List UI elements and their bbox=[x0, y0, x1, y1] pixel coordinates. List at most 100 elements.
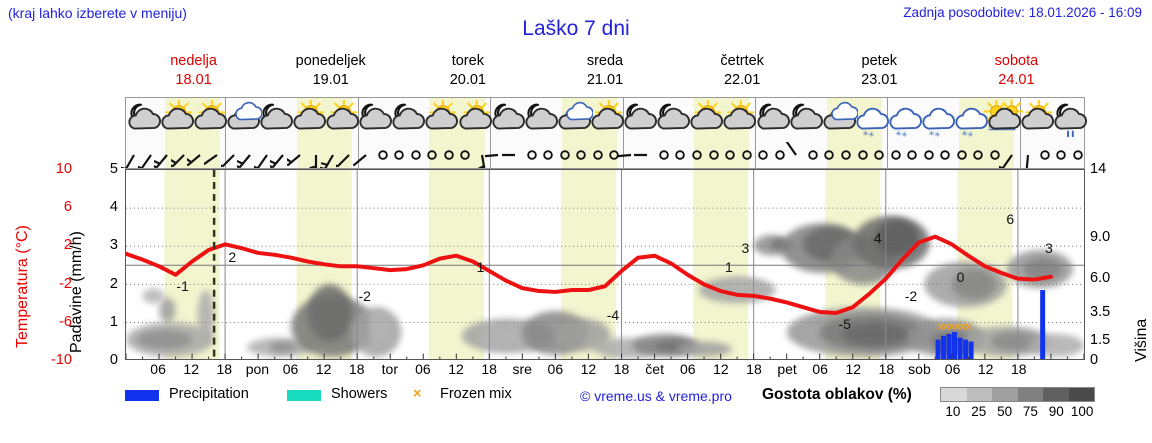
time-tick-label: 18 bbox=[878, 361, 895, 377]
wind-calm-icon bbox=[512, 141, 552, 169]
temperature-tick: -2 bbox=[59, 275, 72, 292]
cloud-density-value: 75 bbox=[1022, 404, 1038, 419]
wind-calm-icon bbox=[1025, 141, 1065, 169]
cloud-density-scale-values: 10 25 50 75 90 100 bbox=[925, 404, 1110, 422]
wind-calm-icon bbox=[561, 141, 601, 169]
wind-calm-icon bbox=[876, 141, 916, 169]
time-tick-label: 18 bbox=[613, 361, 630, 377]
wind-barb-icon bbox=[230, 141, 270, 169]
wind-barb-row bbox=[121, 141, 1085, 169]
chart-legend: Precipitation Showers × Frozen mix © vre… bbox=[125, 386, 1152, 424]
copyright-link[interactable]: © vreme.us & vreme.pro bbox=[580, 388, 732, 404]
location-hint-text: (kraj lahko izberete v meniju) bbox=[8, 5, 187, 21]
temperature-point-label: -2 bbox=[358, 287, 371, 304]
last-updated-text: Zadnja posodobitev: 18.01.2026 - 16:09 bbox=[903, 5, 1142, 20]
wind-barb-icon bbox=[214, 141, 254, 169]
time-tick-label: 06 bbox=[150, 361, 166, 377]
wind-barb-icon bbox=[131, 141, 171, 169]
day-header-torek: torek 20.01 bbox=[399, 52, 536, 94]
moon-cloud-icon bbox=[255, 100, 295, 140]
time-tick-label: 18 bbox=[746, 361, 762, 377]
day-header-petek: petek 23.01 bbox=[811, 52, 948, 94]
precipitation-tick: 2 bbox=[109, 275, 118, 292]
temperature-point-label: 1 bbox=[476, 258, 485, 275]
sun-cloud-icon bbox=[156, 98, 196, 140]
time-tick-label: 12 bbox=[845, 361, 862, 377]
svg-text:✳: ✳ bbox=[901, 130, 907, 139]
wind-calm-icon bbox=[578, 141, 618, 169]
temperature-point-label: 4 bbox=[873, 230, 882, 247]
temperature-tick: 10 bbox=[55, 161, 72, 177]
temperature-point-label: -1 bbox=[176, 278, 189, 295]
time-tick-label: sob bbox=[908, 361, 931, 377]
daylight-band bbox=[164, 141, 220, 168]
cloud-density-value: 10 bbox=[945, 404, 961, 419]
wind-calm-icon bbox=[412, 141, 452, 169]
cloud-icon bbox=[222, 100, 263, 140]
wind-calm-icon bbox=[710, 141, 750, 169]
sun-cloud-icon bbox=[189, 98, 229, 140]
wind-barb-icon bbox=[992, 141, 1032, 169]
day-headers: nedelja 18.01 ponedeljek 19.01 torek 20.01 sre… bbox=[125, 52, 1085, 94]
sun-cloud-icon bbox=[420, 98, 460, 140]
day-date: 19.01 bbox=[312, 72, 349, 88]
wind-calm-icon bbox=[909, 141, 949, 169]
temperature-point-label: 2 bbox=[228, 249, 237, 266]
wind-calm-icon bbox=[379, 141, 419, 169]
time-tick-label: pet bbox=[777, 361, 797, 377]
moon-cloud-icon bbox=[752, 100, 792, 140]
plot-canvas: ×××××× bbox=[126, 170, 1084, 359]
wind-calm-icon bbox=[826, 141, 866, 169]
svg-text:✳: ✳ bbox=[962, 129, 968, 138]
cloud-height-tick: 14 bbox=[1090, 161, 1107, 177]
daylight-band bbox=[561, 141, 618, 168]
sun-cloud-icon bbox=[685, 98, 725, 140]
wind-barb-icon bbox=[329, 141, 369, 169]
cloud-icon bbox=[818, 100, 859, 140]
time-tick-label: tor bbox=[381, 361, 398, 377]
precipitation-tick: 5 bbox=[109, 161, 118, 177]
moon-cloud-icon bbox=[354, 100, 394, 140]
day-name: torek bbox=[451, 53, 484, 69]
wind-calm-icon bbox=[975, 141, 1015, 169]
time-tick-label: 18 bbox=[1010, 361, 1027, 377]
wind-calm-icon bbox=[760, 141, 800, 169]
sun-cloud-icon bbox=[321, 98, 361, 140]
page-title: Laško 7 dni bbox=[522, 17, 630, 40]
day-header-sobota: sobota 24.01 bbox=[948, 52, 1085, 94]
wind-barb-icon bbox=[776, 141, 816, 169]
cloud-density-step bbox=[1068, 388, 1094, 401]
daylight-band bbox=[429, 141, 485, 168]
cloud-snow-icon: ✳ ✳ bbox=[950, 100, 990, 140]
showers-legend-label: Showers bbox=[331, 386, 388, 402]
moon-cloud-icon bbox=[387, 100, 427, 140]
day-name: sreda bbox=[586, 53, 624, 69]
wind-calm-icon bbox=[942, 141, 982, 169]
showers-swatch bbox=[287, 390, 321, 401]
wind-calm-icon bbox=[660, 141, 700, 169]
svg-text:✳: ✳ bbox=[967, 130, 973, 139]
moon-cloud-icon bbox=[785, 100, 825, 140]
temperature-point-label: -5 bbox=[838, 316, 851, 333]
svg-text:×: × bbox=[947, 320, 956, 333]
svg-text:×: × bbox=[958, 320, 967, 333]
time-tick-label: 12 bbox=[977, 361, 994, 377]
wind-calm-icon bbox=[925, 141, 965, 169]
cloud-density-legend-title: Gostota oblakov (%) bbox=[762, 386, 912, 403]
cloud-density-value: 100 bbox=[1070, 404, 1094, 419]
wind-barb-icon bbox=[296, 141, 336, 169]
svg-text:✳: ✳ bbox=[895, 129, 901, 138]
temperature-point-label: 3 bbox=[1044, 239, 1053, 256]
day-date: 21.01 bbox=[586, 72, 624, 88]
wind-calm-icon bbox=[429, 141, 469, 169]
day-name: ponedeljek bbox=[295, 53, 366, 69]
time-tick-label: 12 bbox=[713, 361, 729, 377]
cloud-density-color-scale bbox=[940, 387, 1095, 402]
wind-barb-icon bbox=[263, 141, 303, 169]
day-name: sobota bbox=[994, 53, 1039, 69]
wind-calm-icon bbox=[363, 141, 403, 169]
wind-calm-icon bbox=[743, 141, 783, 169]
daylight-band bbox=[826, 141, 882, 168]
time-tick-label: 18 bbox=[216, 361, 233, 377]
day-separator bbox=[1019, 141, 1021, 168]
